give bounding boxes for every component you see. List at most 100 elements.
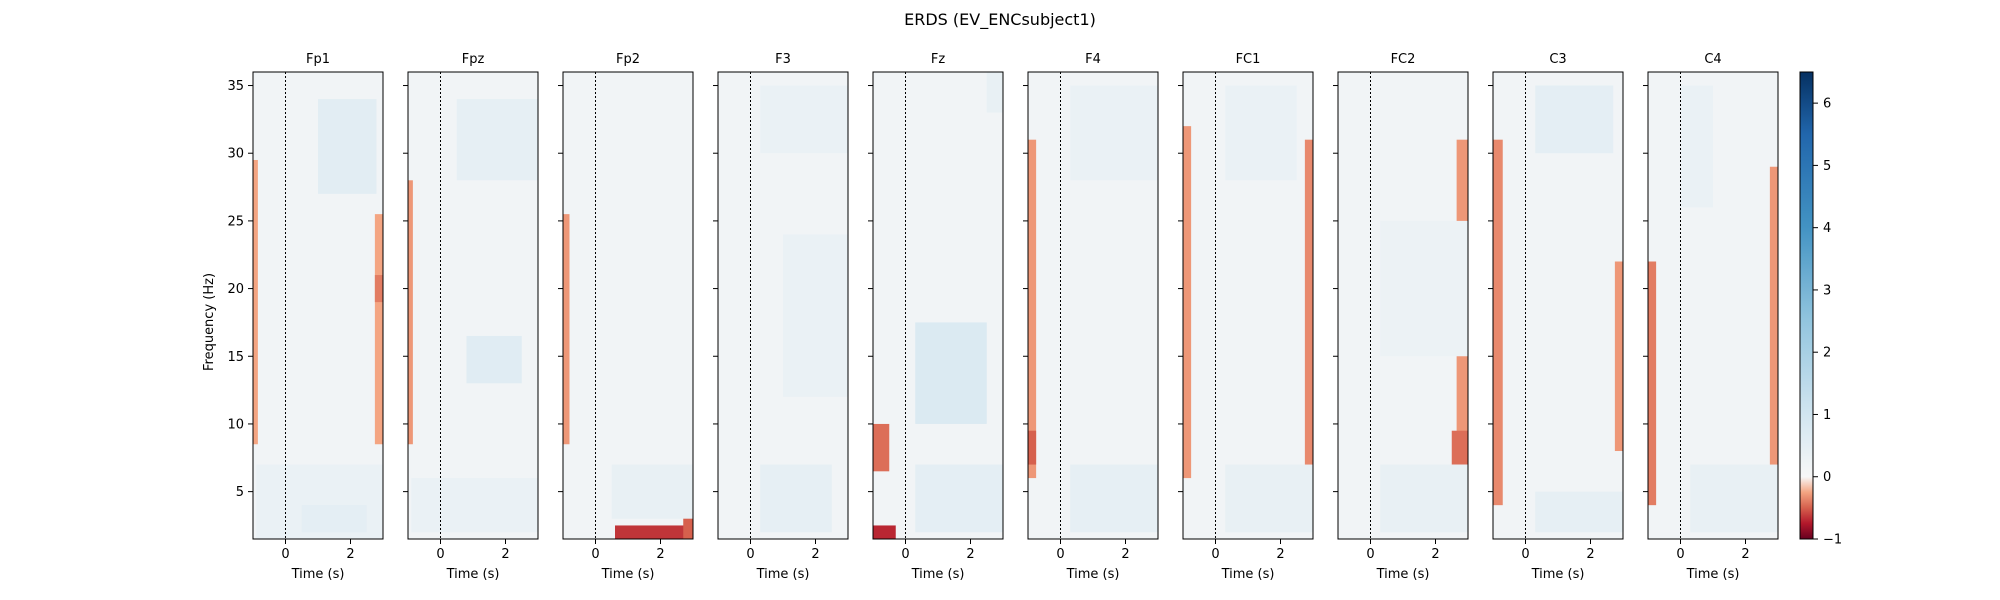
heatmap-cell bbox=[760, 85, 848, 154]
heatmap-cell bbox=[1614, 261, 1623, 452]
x-tick-label: 2 bbox=[656, 547, 664, 562]
figure-title: ERDS (EV_ENCsubject1) bbox=[904, 10, 1096, 30]
x-axis-label: Time (s) bbox=[756, 567, 810, 582]
x-tick-label: 0 bbox=[901, 547, 909, 562]
heatmap-cell bbox=[1183, 126, 1192, 479]
panel-frame bbox=[1647, 71, 1779, 540]
x-tick-label: 0 bbox=[1521, 547, 1529, 562]
panel-frame bbox=[872, 71, 1004, 540]
panel-frame bbox=[407, 71, 539, 540]
x-tick-label: 0 bbox=[1366, 547, 1374, 562]
panel-frame bbox=[1492, 71, 1624, 540]
x-tick-label: 2 bbox=[966, 547, 974, 562]
heatmap-cell bbox=[374, 275, 383, 303]
colorbar-tick-label: 4 bbox=[1823, 221, 1831, 236]
colorbar-tick-label: 1 bbox=[1823, 408, 1831, 423]
heatmap-cell bbox=[408, 180, 413, 445]
x-axis-label: Time (s) bbox=[1686, 567, 1740, 582]
x-tick-label: 2 bbox=[811, 547, 819, 562]
y-tick-label: 10 bbox=[227, 417, 244, 432]
x-tick-label: 0 bbox=[436, 547, 444, 562]
heatmap-cell bbox=[873, 525, 896, 539]
panel-title: Fp2 bbox=[616, 52, 640, 67]
x-axis-label: Time (s) bbox=[1531, 567, 1585, 582]
x-tick-label: 0 bbox=[591, 547, 599, 562]
x-axis-label: Time (s) bbox=[1376, 567, 1430, 582]
colorbar-tick-label: 0 bbox=[1823, 470, 1831, 485]
y-tick-label: 5 bbox=[236, 485, 244, 500]
heatmap-cell bbox=[301, 505, 367, 533]
panel-frame bbox=[1337, 71, 1469, 540]
heatmap-cell bbox=[1451, 430, 1468, 465]
heatmap-cell bbox=[1070, 85, 1158, 181]
y-tick-label: 25 bbox=[227, 214, 244, 229]
heatmap-cell bbox=[1380, 464, 1468, 533]
colorbar: −1 0 1 2 3 4 5 6 bbox=[1799, 71, 1842, 548]
x-tick-label: 0 bbox=[1676, 547, 1684, 562]
heatmap-cell bbox=[1535, 85, 1614, 154]
x-tick-label: 2 bbox=[1431, 547, 1439, 562]
x-tick-label: 0 bbox=[1211, 547, 1219, 562]
panel-title: FC2 bbox=[1391, 52, 1416, 67]
colorbar-tick-label: −1 bbox=[1823, 533, 1842, 548]
x-tick-label: 2 bbox=[1121, 547, 1129, 562]
colorbar-gradient bbox=[1800, 72, 1813, 539]
heatmap-cell bbox=[760, 464, 832, 533]
y-axis-label: Frequency (Hz) bbox=[202, 273, 217, 371]
panel-title: C3 bbox=[1549, 52, 1566, 67]
x-axis-label: Time (s) bbox=[1221, 567, 1275, 582]
colorbar-frame bbox=[1799, 71, 1814, 540]
panel-title: C4 bbox=[1704, 52, 1721, 67]
x-tick-label: 2 bbox=[1586, 547, 1594, 562]
x-axis-label: Time (s) bbox=[291, 567, 345, 582]
heatmap-cell bbox=[783, 234, 848, 397]
heatmap-cell bbox=[1304, 139, 1313, 472]
colorbar-tick-label: 5 bbox=[1823, 159, 1831, 174]
x-axis-label: Time (s) bbox=[911, 567, 965, 582]
heatmap-cell bbox=[915, 322, 987, 424]
x-axis-label: Time (s) bbox=[601, 567, 655, 582]
heatmap-cell bbox=[1380, 220, 1468, 357]
panel-title: F4 bbox=[1085, 52, 1101, 67]
heatmap-cell bbox=[615, 525, 693, 539]
y-tick-label: 20 bbox=[227, 282, 244, 297]
y-tick-label: 35 bbox=[227, 79, 244, 94]
colorbar-tick-label: 6 bbox=[1823, 97, 1831, 112]
panel-frame bbox=[562, 71, 694, 540]
heatmap-cell bbox=[253, 159, 258, 445]
panel-frame bbox=[717, 71, 849, 540]
heatmap-cell bbox=[1028, 139, 1037, 479]
x-tick-label: 2 bbox=[1741, 547, 1749, 562]
heatmap-cell bbox=[1690, 464, 1778, 533]
heatmap-cell bbox=[683, 505, 693, 539]
heatmap-cell bbox=[1493, 139, 1503, 506]
heatmap-cell bbox=[611, 464, 693, 519]
heatmap-cell bbox=[986, 72, 1003, 113]
x-tick-label: 0 bbox=[1056, 547, 1064, 562]
heatmap-cell bbox=[1028, 430, 1037, 465]
panel-title: Fz bbox=[931, 52, 945, 67]
heatmap-background bbox=[563, 72, 693, 539]
panel-title: Fpz bbox=[462, 52, 485, 67]
heatmap-cell bbox=[1535, 491, 1623, 533]
x-tick-label: 0 bbox=[746, 547, 754, 562]
heatmap-cell bbox=[873, 423, 890, 472]
heatmap-cell bbox=[1225, 85, 1297, 181]
heatmap-cell bbox=[1225, 464, 1313, 533]
heatmap-cell bbox=[374, 214, 383, 445]
colorbar-tick-label: 2 bbox=[1823, 346, 1831, 361]
y-tick-label: 30 bbox=[227, 147, 244, 162]
heatmap-cell bbox=[411, 478, 538, 533]
panel-frame bbox=[1027, 71, 1159, 540]
panel-title: FC1 bbox=[1236, 52, 1261, 67]
panel-frame bbox=[1182, 71, 1314, 540]
heatmap-background bbox=[873, 72, 1003, 539]
